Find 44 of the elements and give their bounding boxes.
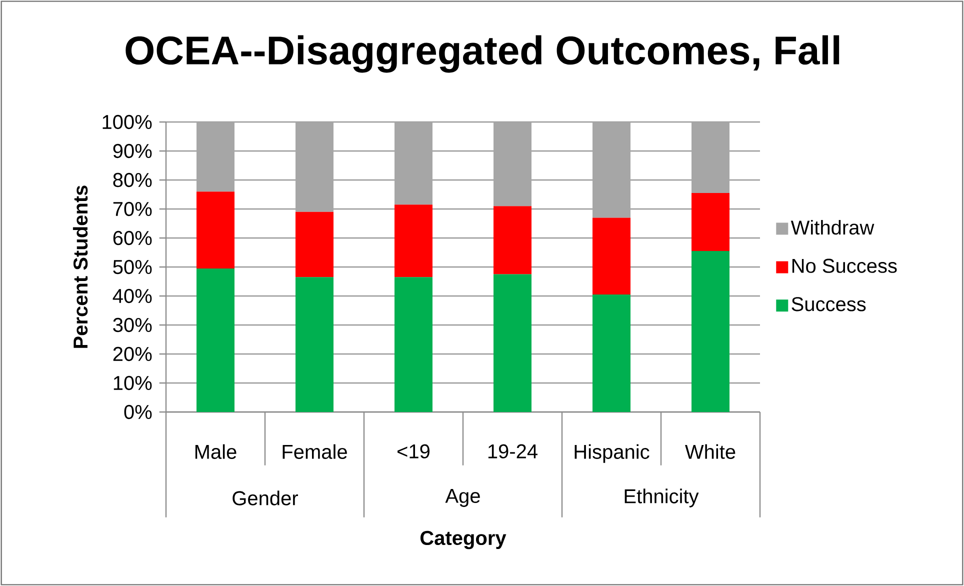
y-tick-label: 30% [113,318,152,332]
x-tick-label: 19-24 [488,444,538,458]
y-tick-label: 0% [124,404,152,420]
y-tick-label: 50% [113,260,152,274]
text: Ethnicity [624,488,699,508]
y-tick-label: 70% [113,202,152,216]
y-tick-label: 80% [113,172,152,188]
x-tick-label: Female [282,444,347,459]
bar [296,122,334,212]
x-axis-title: Category [420,530,506,550]
bar [592,294,630,412]
x-tick-label: Male [195,444,236,459]
bar [196,192,234,268]
y-axis-title: Percent Students [72,186,88,348]
y-tick-label: 100% [102,114,152,130]
text: Gender [232,490,298,506]
bar [494,206,532,274]
legend-label: Withdraw [790,220,874,235]
bar [196,122,234,192]
bar [394,122,432,205]
bar [494,274,532,412]
y-tick-label: 20% [113,346,152,362]
text: Age [445,489,480,507]
bar [692,193,730,252]
bar [296,212,334,278]
bar [494,122,532,206]
x-tick-label: <19 [398,444,430,458]
bar [692,122,730,194]
chart-title: OCEA--Disaggregated Outcomes, Fall [126,35,840,73]
bar [692,251,730,412]
y-tick-label: 10% [114,376,152,390]
legend-label: No Success [792,258,897,273]
y-tick-label: 90% [113,144,152,158]
x-tick-label: White [685,444,736,459]
bar [592,218,630,295]
bar [394,277,432,412]
bar [196,268,234,412]
y-tick-label: 40% [112,288,152,304]
bar [592,122,630,218]
bar [394,204,432,278]
y-tick-label: 60% [113,230,152,246]
x-tick-label: Hispanic [574,444,650,463]
bar [296,277,334,412]
legend-label: Success [792,297,866,312]
